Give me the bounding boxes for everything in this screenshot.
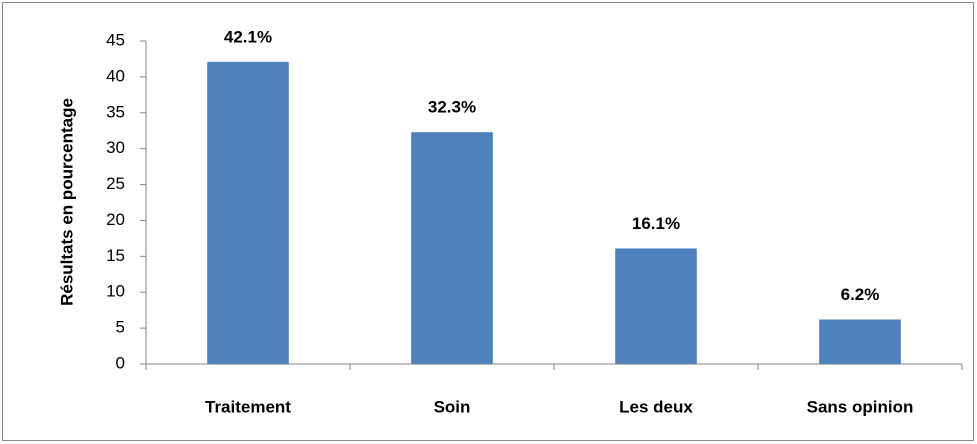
- y-tick-label: 20: [106, 210, 125, 229]
- y-tick-label: 40: [106, 66, 125, 85]
- x-tick-label: Sans opinion: [807, 397, 914, 416]
- value-label: 32.3%: [428, 98, 476, 117]
- y-tick-label: 30: [106, 138, 125, 157]
- x-tick-label: Traitement: [205, 397, 291, 416]
- x-tick-label: Les deux: [619, 397, 693, 416]
- y-tick-label: 5: [116, 318, 125, 337]
- x-tick-label: Soin: [434, 397, 471, 416]
- y-tick-label: 10: [106, 282, 125, 301]
- bar: [615, 248, 697, 364]
- y-tick-label: 15: [106, 246, 125, 265]
- value-label: 16.1%: [632, 214, 680, 233]
- bar: [819, 319, 901, 364]
- y-axis-label: Résultats en pourcentage: [57, 98, 76, 306]
- y-tick-label: 25: [106, 174, 125, 193]
- bar: [207, 61, 289, 365]
- y-tick-label: 35: [106, 102, 125, 121]
- value-label: 42.1%: [224, 27, 272, 46]
- bar: [411, 132, 493, 364]
- y-tick-label: 45: [106, 30, 125, 49]
- y-tick-label: 0: [116, 353, 125, 372]
- value-label: 6.2%: [841, 285, 880, 304]
